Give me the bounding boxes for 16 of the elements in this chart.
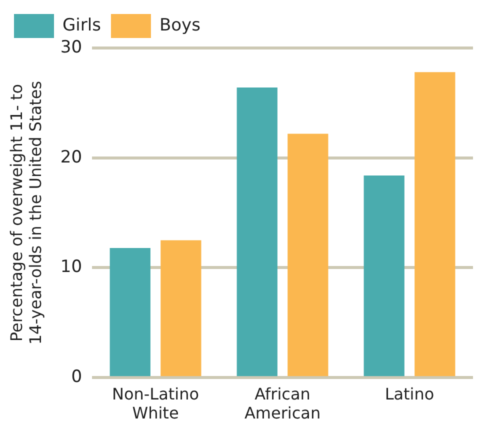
y-tick-label: 20 [60,147,82,168]
bar [414,72,456,376]
y-tick-label: 10 [60,257,82,278]
x-tick-label: Latino [384,384,434,404]
y-tick-label: 30 [60,37,82,58]
bar [236,88,278,376]
bar [110,248,150,376]
x-tick-label: African American [244,384,321,423]
y-axis-title: Percentage of overweight 11- to 14-year-olds in the United States [6,80,45,345]
y-tick-label: 0 [71,367,82,388]
legend-label: Girls [62,15,102,36]
bar [160,240,202,376]
bar [364,175,404,376]
legend-label: Boys [159,15,201,36]
bar [288,134,328,376]
x-tick-label: Non-Latino White [112,384,200,423]
